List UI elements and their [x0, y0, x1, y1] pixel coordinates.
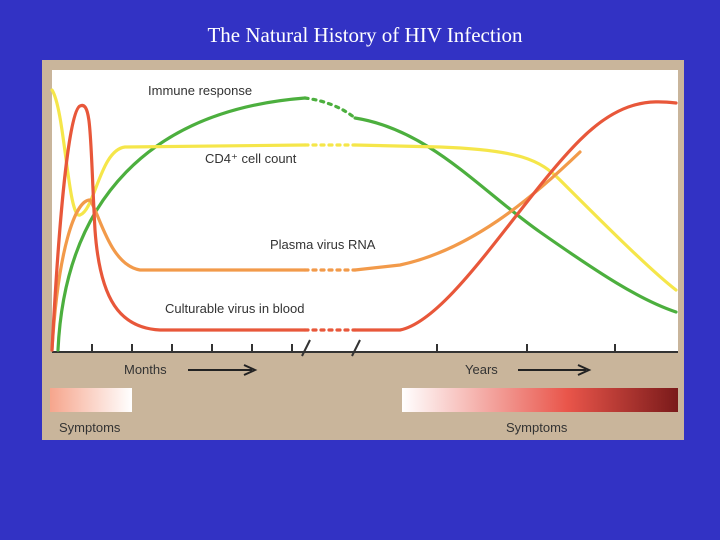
cd4-curve	[353, 143, 678, 292]
curve-label: Culturable virus in blood	[165, 301, 304, 316]
axis-ticks	[91, 339, 616, 357]
plot-area	[52, 70, 678, 352]
immune-curve	[353, 116, 678, 314]
arrow	[518, 364, 592, 376]
culturable-curve	[50, 103, 307, 352]
arrow	[188, 364, 258, 376]
symptom-bar	[50, 388, 132, 412]
symptom-bar	[402, 388, 678, 412]
curve-label: CD4⁺ cell count	[205, 151, 297, 166]
immune-curve	[56, 96, 307, 352]
curve-label: Plasma virus RNA	[270, 237, 376, 252]
culturable-curve	[353, 100, 678, 332]
axis-label: Months	[124, 362, 167, 377]
immune-curve-gap	[303, 96, 357, 120]
axis-label: Years	[465, 362, 498, 377]
cd4-curve	[50, 88, 307, 217]
plasma-rna-curve	[50, 198, 307, 352]
plasma-rna-curve	[353, 150, 582, 272]
slide-title: The Natural History of HIV Infection	[207, 23, 523, 47]
curve-label: Immune response	[148, 83, 252, 98]
symptom-label: Symptoms	[506, 420, 568, 435]
symptom-label: Symptoms	[59, 420, 121, 435]
curves	[50, 88, 678, 352]
